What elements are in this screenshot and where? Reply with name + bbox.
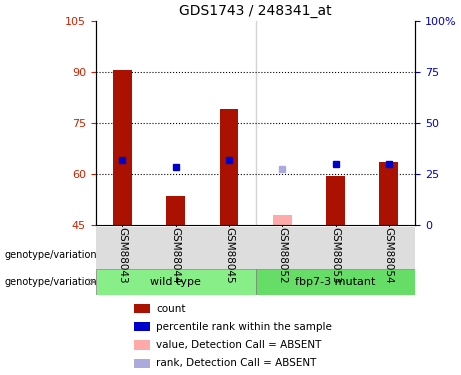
Text: genotype/variation: genotype/variation bbox=[5, 250, 97, 260]
Text: GSM88044: GSM88044 bbox=[171, 226, 181, 283]
Text: count: count bbox=[156, 304, 186, 313]
Text: fbp7-3 mutant: fbp7-3 mutant bbox=[296, 277, 376, 287]
Text: GSM88045: GSM88045 bbox=[224, 226, 234, 283]
Text: GSM88054: GSM88054 bbox=[384, 226, 394, 283]
Bar bbox=[113, 70, 131, 225]
Bar bbox=[134, 304, 150, 313]
Title: GDS1743 / 248341_at: GDS1743 / 248341_at bbox=[179, 4, 332, 18]
Bar bbox=[219, 109, 238, 225]
Bar bbox=[134, 340, 150, 350]
Bar bbox=[379, 162, 398, 225]
Bar bbox=[134, 359, 150, 368]
Text: GSM88052: GSM88052 bbox=[277, 226, 287, 283]
Bar bbox=[273, 214, 291, 225]
FancyBboxPatch shape bbox=[95, 268, 255, 295]
FancyBboxPatch shape bbox=[95, 226, 415, 268]
FancyBboxPatch shape bbox=[255, 268, 415, 295]
Text: value, Detection Call = ABSENT: value, Detection Call = ABSENT bbox=[156, 340, 322, 350]
Bar bbox=[166, 196, 185, 225]
Bar bbox=[134, 322, 150, 332]
Bar bbox=[326, 176, 345, 225]
Text: GSM88043: GSM88043 bbox=[117, 226, 127, 283]
Text: wild type: wild type bbox=[150, 277, 201, 287]
Text: percentile rank within the sample: percentile rank within the sample bbox=[156, 322, 332, 332]
Text: rank, Detection Call = ABSENT: rank, Detection Call = ABSENT bbox=[156, 358, 317, 368]
Text: GSM88053: GSM88053 bbox=[331, 226, 341, 283]
Text: genotype/variation: genotype/variation bbox=[4, 277, 97, 287]
